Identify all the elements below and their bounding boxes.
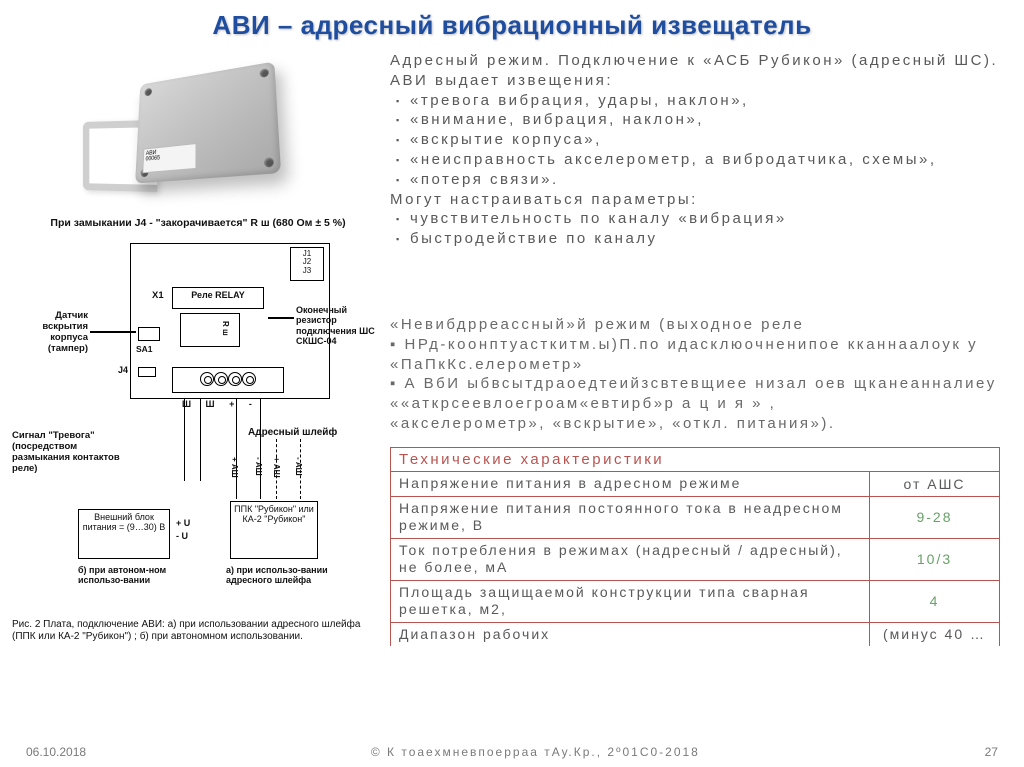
page-footer: 06.10.2018 © К тоаехмневпоерраа тАу.Кр.,… xyxy=(0,745,1024,759)
mode-b-label: б) при автоном-ном использо-вании xyxy=(78,565,174,586)
tamper-label: Датчик вскрытия корпуса (тампер) xyxy=(12,311,88,355)
tech-row-label: Площадь защищаемой конструкции типа свар… xyxy=(391,580,870,622)
tech-row-value: 9-28 xyxy=(870,496,1000,538)
page-title: АВИ – адресный вибрационный извещатель xyxy=(0,0,1024,47)
j4-label: J4 xyxy=(118,365,128,375)
tech-row-value: (минус 40 … xyxy=(870,622,1000,646)
device-photo: АВИ 00065 xyxy=(68,51,328,211)
right-column: Адресный режим. Подключение к «АСБ Рубик… xyxy=(390,47,1024,717)
alarm-label: Сигнал "Тревога" (посредством размыкания… xyxy=(12,431,122,475)
footer-page-number: 27 xyxy=(985,745,998,759)
schematic-caption: Рис. 2 Плата, подключение АВИ: а) при ис… xyxy=(12,619,382,643)
mode-a-label: а) при использо-вании адресного шлейфа xyxy=(226,565,336,586)
tech-row-label: Диапазон рабочих xyxy=(391,622,870,646)
addr-loop-label: Адресный шлейф xyxy=(248,427,337,439)
content-area: АВИ 00065 При замыкании J4 - "закорачива… xyxy=(0,47,1024,717)
rsh-label: R ш xyxy=(221,321,230,336)
footer-copyright: © К тоаехмневпоерраа тАу.Кр., 2º01С0-201… xyxy=(371,745,700,759)
tech-row-label: Напряжение питания в адресном режиме xyxy=(391,472,870,497)
tech-row-label: Ток потребления в режимах (надресный / а… xyxy=(391,538,870,580)
left-column: АВИ 00065 При замыкании J4 - "закорачива… xyxy=(0,47,390,717)
tech-spec-table: Технические характеристики Напряжение пи… xyxy=(390,447,1000,646)
overlay-text: «Невибдрреассный»й режим (выходное реле … xyxy=(390,315,997,434)
psu-box: Внешний блок питания = (9…30) В xyxy=(78,509,170,559)
schematic-top-note: При замыкании J4 - "закорачивается" R ш … xyxy=(12,217,384,229)
terminal-labels: Ш Ш + - xyxy=(182,399,258,409)
end-resistor-label: Оконечный резистор подключения ШС СКШС-0… xyxy=(296,305,388,346)
tech-row-value: от АШС xyxy=(870,472,1000,497)
description-text: Адресный режим. Подключение к «АСБ Рубик… xyxy=(390,51,1014,441)
ppk-box: ППК "Рубикон" или КА-2 "Рубикон" xyxy=(230,501,318,559)
sa1-label: SA1 xyxy=(136,345,153,355)
tech-row-label: Напряжение питания постоянного тока в не… xyxy=(391,496,870,538)
tech-row-value: 4 xyxy=(870,580,1000,622)
footer-date: 06.10.2018 xyxy=(26,745,86,759)
psu-u: + U - U xyxy=(176,517,190,542)
tech-header: Технические характеристики xyxy=(391,448,1000,472)
schematic-diagram: При замыкании J4 - "закорачивается" R ш … xyxy=(12,217,384,677)
x1-label: X1 xyxy=(152,291,164,302)
relay-box: Реле RELAY xyxy=(172,287,264,309)
jumper-block: J1 J2 J3 xyxy=(290,247,324,281)
tech-row-value: 10/3 xyxy=(870,538,1000,580)
